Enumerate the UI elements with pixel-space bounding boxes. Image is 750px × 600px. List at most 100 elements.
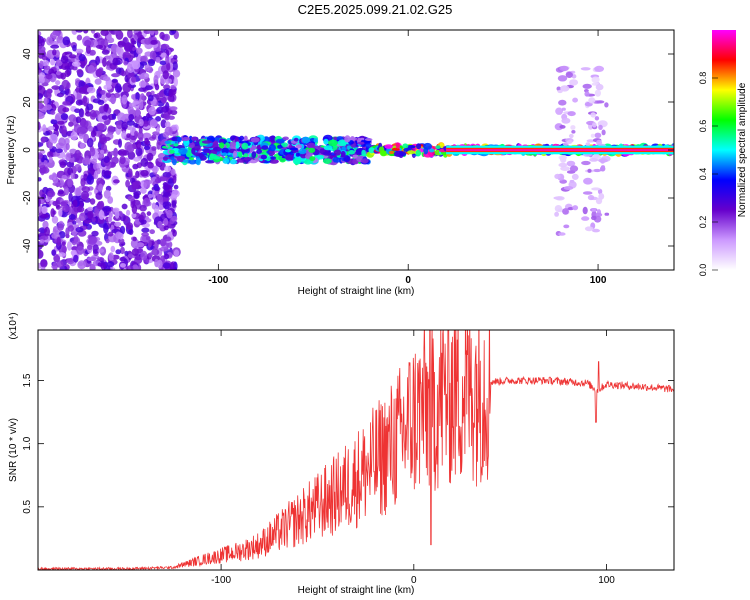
spectrogram-cell [92,98,102,104]
spectrogram-cell [598,124,603,130]
spectrogram-cell [98,210,105,220]
spectrogram-cell [76,34,83,41]
spectrogram-cell [559,65,569,72]
spectrogram-cell [64,137,70,146]
colorbar-ticks: 0.0 0.2 0.4 0.6 0.8 [698,72,718,276]
spectrogram-cell [124,141,133,152]
spectrogram-cell [68,54,77,59]
spectrogram-cell [555,107,563,115]
spectrogram-cell [76,206,85,213]
snr-x-tick-label: -100 [211,575,231,586]
spectrogram-cell [163,33,171,42]
spectrogram-cell [78,54,86,62]
spectrogram-cell [72,44,77,52]
spectrogram-cell [153,240,159,250]
spectrogram-cell [88,236,98,243]
spectrogram-cell [146,152,154,161]
spectrogram-cell [140,187,147,194]
spectrogram-cell [144,137,150,145]
spectrogram-cell [181,137,190,141]
spectrogram-cell [95,192,103,200]
spectrogram-cell [155,58,161,63]
spectrogram-cell [51,215,59,224]
spectrogram-cell [395,142,400,149]
spectrogram-cell [50,58,56,66]
spectrogram-cell [140,169,149,177]
spectrogram-cell [102,136,111,142]
snr-y-tick-label: 0.5 [22,499,33,513]
spectrogram-cell [123,60,128,66]
spectrogram-cell [150,39,158,45]
spectrogram-x-tick-label: 100 [590,275,607,286]
spectrogram-cell [135,242,145,248]
spectrogram-cell [309,156,316,162]
spectrogram-cell [295,152,300,157]
spectrogram-cell [209,153,217,159]
spectrogram-cell [147,94,154,102]
spectrogram-cell [166,209,173,219]
spectrogram-cell [268,144,276,152]
spectrogram-band-core [446,149,674,151]
spectrogram-cell [131,76,137,83]
spectrogram-cell [56,236,61,246]
spectrogram-cell [569,165,579,172]
spectrogram-cell [87,206,94,212]
spectrogram-cell [58,208,63,217]
spectrogram-cell [148,59,155,67]
spectrogram-cell [47,190,56,198]
spectrogram-cell [102,57,107,68]
spectrogram-cell [142,120,149,127]
spectrogram-cell [60,201,67,207]
spectrogram-cell [415,149,422,157]
spectrogram-cell [119,155,126,165]
spectrogram-cell [229,141,237,148]
spectrogram-cell [435,145,441,150]
spectrogram-cell [142,132,152,139]
spectrogram-cell [141,232,150,237]
spectrogram-cell [555,196,565,201]
spectrogram-cell [554,173,561,179]
spectrogram-cell [87,211,94,220]
spectrogram-cell [164,140,171,144]
spectrogram-cell [44,104,52,111]
spectrogram-cell [327,139,338,147]
spectrogram-cell [275,138,285,144]
spectrogram-cell [136,139,141,150]
spectrogram-cell [604,102,609,108]
spectrogram-cell [118,138,122,148]
spectrogram-cell [122,82,132,93]
spectrogram-cell [100,262,107,270]
spectrogram-cell [429,148,435,153]
spectrogram-cell [212,146,222,152]
spectrogram-cell [159,60,167,66]
spectrogram-cell [348,150,355,155]
spectrogram-cell [132,163,139,170]
colorbar: 0.0 0.2 0.4 0.6 0.8 Normalized spectral ampl… [698,30,748,276]
spectrogram-cell [101,49,110,55]
spectrogram-cell [121,70,126,77]
spectrogram-cell [160,43,170,50]
spectrogram-cell [96,93,102,99]
spectrogram-cell [604,212,610,216]
spectrogram-cell [103,189,111,199]
spectrogram-cell [378,146,385,153]
spectrogram-cell [566,160,576,167]
spectrogram-cell [65,227,70,236]
snr-y-tick-label: 1.5 [22,373,33,387]
snr-frame [37,329,675,571]
spectrogram-cell [323,145,333,151]
spectrogram-cell [583,177,593,185]
spectrogram-cell [38,142,44,147]
spectrogram-cell [74,164,82,172]
spectrogram-cell [144,85,153,91]
spectrogram-cell [66,258,75,265]
spectrogram-cell [96,122,105,131]
spectrogram-cell [43,97,49,106]
spectrogram-cell [270,156,277,160]
spectrogram-cell [38,112,45,120]
spectrogram-cell [169,106,178,111]
spectrogram-cell [561,117,571,124]
snr-x-label: Height of straight line (km) [298,585,415,596]
spectrogram-cell [439,142,444,149]
spectrogram-cell [70,172,75,180]
